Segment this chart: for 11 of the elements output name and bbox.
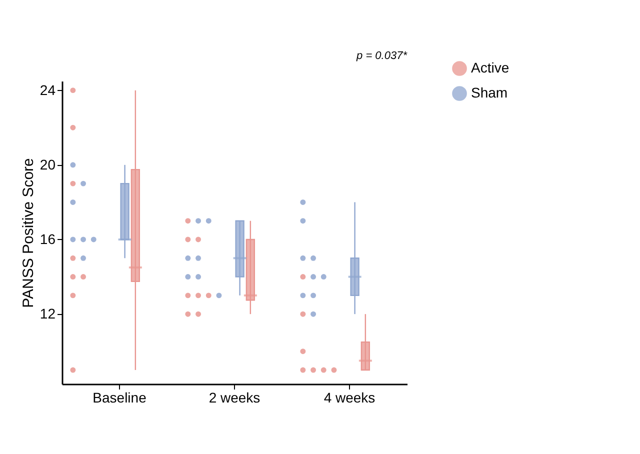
legend-label: Sham xyxy=(471,84,508,100)
x-tick-label: 4 weeks xyxy=(324,390,376,406)
text: p = 0.037* xyxy=(356,50,408,62)
y-tick-label: 20 xyxy=(40,156,56,172)
y-axis-title: PANSS Positive Score xyxy=(20,158,37,308)
y-tick-label: 12 xyxy=(40,306,56,322)
y-tick-label: 16 xyxy=(40,230,56,247)
legend-label: Active xyxy=(471,60,510,76)
y-tick-label: 24 xyxy=(40,82,56,98)
x-tick-label: 2 weeks xyxy=(208,390,260,406)
x-tick-label: Baseline xyxy=(92,390,147,406)
